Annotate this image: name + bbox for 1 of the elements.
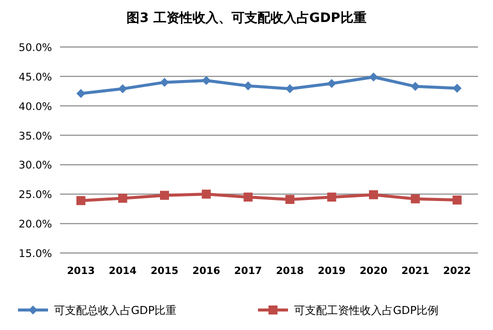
title: 图3 工资性收入、可支配收入占GDP比重 (126, 11, 366, 26)
